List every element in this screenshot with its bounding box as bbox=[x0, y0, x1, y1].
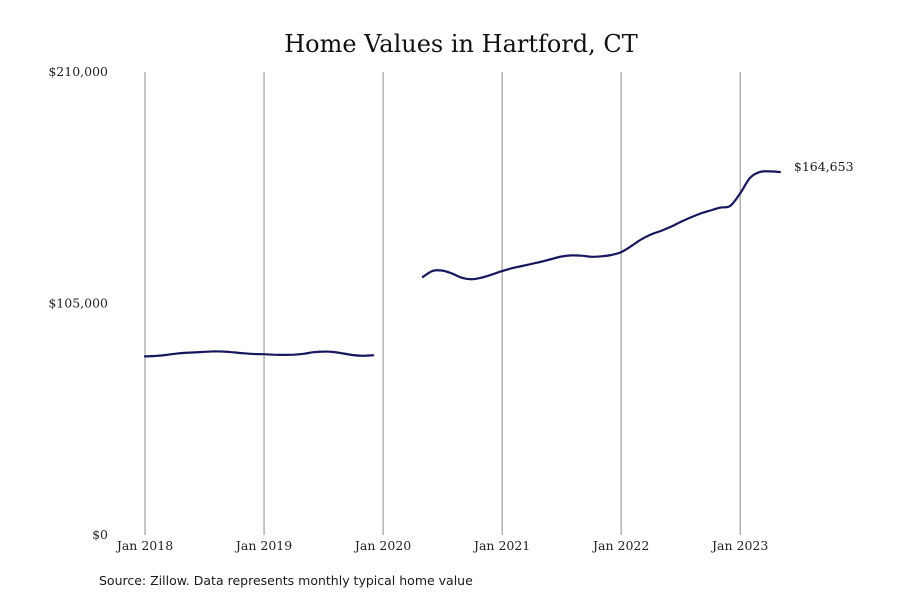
gridlines bbox=[144, 72, 741, 535]
x-tick-label-1: Jan 2019 bbox=[234, 538, 292, 553]
y-tick-label-0: $0 bbox=[92, 527, 108, 542]
series-lines bbox=[143, 170, 781, 358]
x-tick-label-4: Jan 2022 bbox=[591, 538, 649, 553]
last-value-label: $164,653 bbox=[794, 159, 854, 174]
y-tick-label-2: $210,000 bbox=[48, 64, 108, 79]
series-line-segment-0 bbox=[143, 350, 375, 358]
x-tick-label-2: Jan 2020 bbox=[353, 538, 411, 553]
series-line-segment-1 bbox=[421, 170, 781, 281]
source-note: Source: Zillow. Data represents monthly … bbox=[99, 573, 473, 588]
x-axis-tick-labels: Jan 2018 Jan 2019 Jan 2020 Jan 2021 Jan 2022… bbox=[115, 538, 769, 553]
x-tick-label-0: Jan 2018 bbox=[115, 538, 173, 553]
y-axis-tick-labels: $0 $105,000 $210,000 bbox=[48, 64, 108, 542]
x-tick-label-3: Jan 2021 bbox=[472, 538, 530, 553]
y-tick-label-1: $105,000 bbox=[48, 296, 108, 311]
chart-title: Home Values in Hartford, CT bbox=[284, 30, 638, 58]
x-tick-label-5: Jan 2023 bbox=[710, 538, 768, 553]
